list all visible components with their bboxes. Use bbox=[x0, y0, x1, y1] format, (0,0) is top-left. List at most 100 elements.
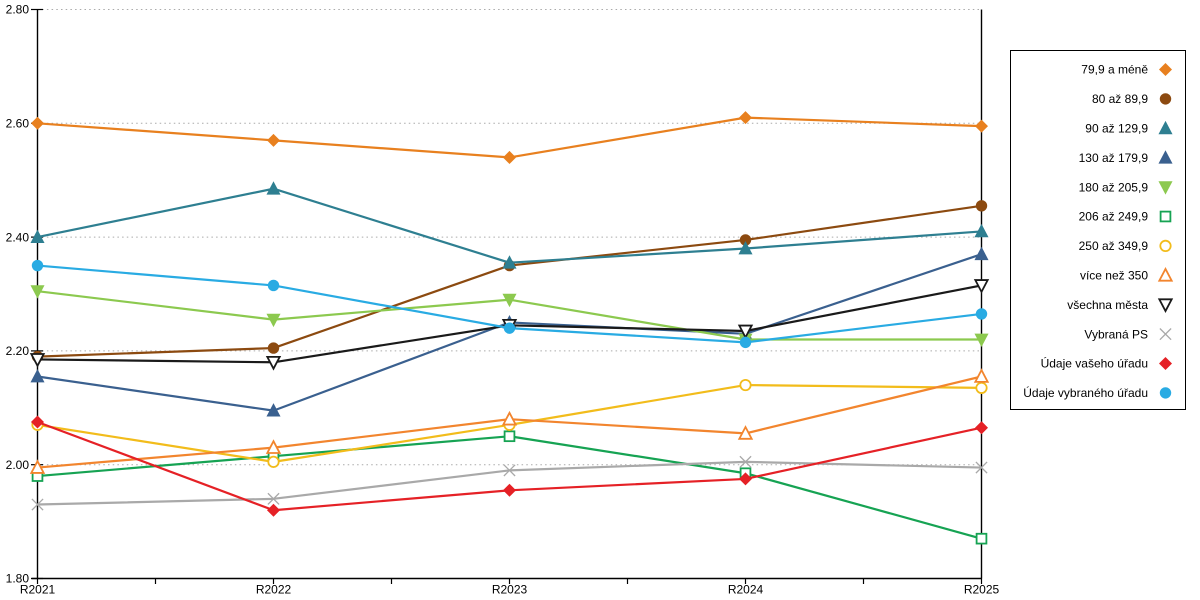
series-line bbox=[36, 460, 983, 506]
marker-triangle-down bbox=[30, 285, 45, 299]
marker-circle bbox=[267, 342, 280, 354]
legend-item-label: více než 350 bbox=[1080, 269, 1148, 283]
series-7 bbox=[29, 368, 990, 474]
marker-x bbox=[31, 498, 44, 511]
marker-square bbox=[1159, 210, 1172, 223]
marker-diamond bbox=[974, 119, 989, 133]
series-0 bbox=[30, 111, 989, 164]
marker-triangle-up bbox=[266, 181, 281, 195]
marker-triangle-up bbox=[737, 425, 754, 440]
marker-circle bbox=[739, 336, 752, 349]
marker-triangle-up bbox=[30, 369, 45, 383]
legend: 79,9 a méně 80 až 89,9 90 až 129,9 130 až 1… bbox=[1010, 50, 1186, 410]
marker-triangle-up bbox=[974, 246, 989, 261]
series-1 bbox=[31, 200, 988, 363]
marker-circle bbox=[31, 259, 44, 272]
series-10 bbox=[30, 415, 989, 517]
marker-square bbox=[975, 532, 988, 545]
marker-open-circle bbox=[267, 455, 280, 468]
legend-item: 80 až 89,9 bbox=[1092, 92, 1172, 106]
legend-item: 180 až 205,9 bbox=[1079, 180, 1173, 195]
legend-item: 250 až 349,9 bbox=[1079, 239, 1172, 253]
marker-circle bbox=[1159, 387, 1172, 399]
marker-diamond bbox=[30, 415, 45, 429]
marker-diamond bbox=[1158, 62, 1173, 77]
marker-circle bbox=[267, 279, 280, 292]
legend-item-label: 130 až 179,9 bbox=[1079, 151, 1149, 165]
y-axis-label: 2.80 bbox=[6, 3, 30, 17]
legend-item-label: 180 až 205,9 bbox=[1079, 180, 1149, 194]
legend-item-label: 90 až 129,9 bbox=[1085, 122, 1148, 136]
marker-x bbox=[975, 461, 988, 474]
legend-item: 79,9 a méně bbox=[1081, 62, 1173, 77]
marker-x bbox=[739, 455, 752, 468]
marker-circle bbox=[503, 322, 516, 334]
marker-triangle-down bbox=[1157, 298, 1174, 314]
marker-diamond bbox=[266, 133, 281, 147]
legend-item-label: 80 až 89,9 bbox=[1092, 92, 1148, 106]
marker-triangle-up bbox=[30, 229, 45, 243]
legend-item: 206 až 249,9 bbox=[1079, 210, 1172, 224]
marker-diamond bbox=[30, 116, 45, 130]
plot-area bbox=[29, 111, 990, 545]
marker-open-circle bbox=[739, 378, 752, 392]
marker-triangle-up bbox=[974, 223, 989, 238]
series-2 bbox=[30, 181, 989, 269]
legend-item-label: Údaje vašeho úřadu bbox=[1041, 356, 1148, 371]
marker-triangle-up bbox=[502, 255, 517, 269]
marker-triangle-down bbox=[973, 279, 990, 294]
marker-triangle-down bbox=[265, 355, 282, 371]
legend-item: Údaje vašeho úřadu bbox=[1041, 356, 1173, 371]
series-line bbox=[36, 204, 983, 358]
marker-x bbox=[1159, 328, 1172, 341]
marker-diamond bbox=[738, 472, 753, 486]
marker-circle bbox=[975, 308, 988, 320]
marker-triangle-up bbox=[265, 439, 282, 454]
marker-diamond bbox=[502, 483, 517, 497]
marker-triangle-up bbox=[1157, 266, 1174, 282]
x-axis-label: R2024 bbox=[728, 583, 764, 597]
marker-triangle-down bbox=[974, 333, 989, 347]
marker-triangle-up bbox=[1158, 150, 1173, 164]
legend-item: 130 až 179,9 bbox=[1079, 150, 1173, 165]
series-9 bbox=[31, 455, 988, 511]
legend-item: všechna města bbox=[1067, 298, 1174, 314]
marker-open-circle bbox=[975, 381, 988, 394]
y-axis-label: 1.80 bbox=[6, 572, 30, 586]
marker-open-circle bbox=[1159, 239, 1172, 252]
series-11 bbox=[31, 259, 988, 349]
marker-triangle-down bbox=[266, 313, 281, 328]
y-axis-label: 2.00 bbox=[6, 458, 30, 472]
marker-triangle-down bbox=[737, 324, 754, 340]
marker-square bbox=[503, 430, 516, 443]
x-axis-label: R2021 bbox=[20, 583, 56, 597]
marker-diamond bbox=[974, 421, 989, 435]
marker-circle bbox=[1159, 93, 1172, 105]
legend-item-label: všechna města bbox=[1067, 298, 1148, 312]
marker-triangle-up bbox=[738, 241, 753, 255]
marker-triangle-up bbox=[501, 410, 518, 426]
marker-diamond bbox=[738, 111, 753, 125]
legend-item: Vybraná PS bbox=[1084, 327, 1172, 341]
marker-triangle-up bbox=[266, 403, 281, 417]
legend-item-label: Vybraná PS bbox=[1084, 327, 1148, 341]
y-axis-label: 2.20 bbox=[6, 344, 30, 358]
x-axis-label: R2023 bbox=[492, 583, 528, 597]
marker-triangle-up bbox=[29, 459, 46, 474]
legend-item-label: 79,9 a méně bbox=[1081, 63, 1148, 77]
marker-diamond bbox=[1158, 356, 1173, 371]
x-axis-label: R2025 bbox=[964, 583, 1000, 597]
marker-x bbox=[267, 492, 280, 505]
marker-triangle-down bbox=[29, 353, 46, 368]
legend-item-label: 250 až 349,9 bbox=[1079, 239, 1149, 253]
y-axis-label: 2.40 bbox=[6, 230, 30, 244]
y-axis-label: 2.60 bbox=[6, 117, 30, 131]
legend-item-label: Údaje vybraného úřadu bbox=[1023, 385, 1148, 400]
legend-item: více než 350 bbox=[1080, 266, 1174, 283]
marker-x bbox=[503, 464, 516, 477]
marker-triangle-up bbox=[1158, 120, 1173, 135]
legend-item: Údaje vybraného úřadu bbox=[1023, 385, 1172, 400]
marker-circle bbox=[975, 200, 988, 212]
legend-item: 90 až 129,9 bbox=[1085, 120, 1173, 136]
